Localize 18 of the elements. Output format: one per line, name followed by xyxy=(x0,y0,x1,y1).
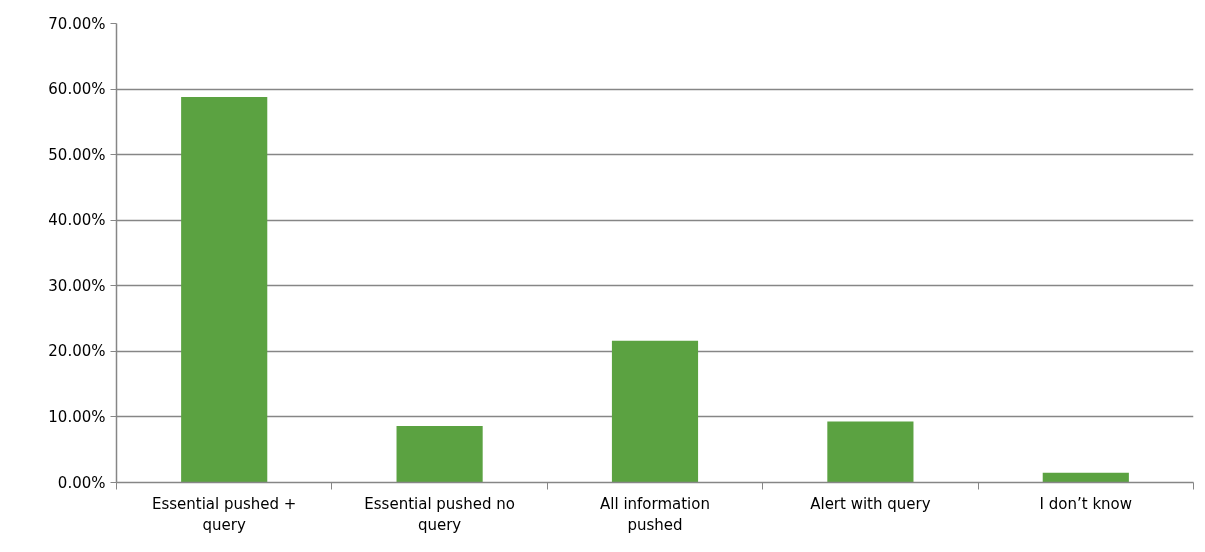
bar xyxy=(611,340,699,483)
y-tick-label: 10.00% xyxy=(48,407,106,426)
y-tick-label: 20.00% xyxy=(48,342,106,361)
y-tick-label: 60.00% xyxy=(48,80,106,99)
bar xyxy=(396,426,483,483)
x-tick-label: I don’t know xyxy=(1039,494,1133,513)
bar xyxy=(1042,472,1129,483)
x-tick-label: Essential pushed + query xyxy=(151,494,297,535)
y-tick-label: 70.00% xyxy=(48,14,106,33)
y-tick-label: 30.00% xyxy=(48,276,106,295)
x-tick-label: All information pushed xyxy=(600,494,710,535)
y-tick-label: 50.00% xyxy=(48,145,106,164)
bar xyxy=(181,96,268,483)
bar xyxy=(827,421,914,483)
y-tick-label: 0.00% xyxy=(57,473,106,492)
y-tick-label: 40.00% xyxy=(48,211,106,230)
x-tick-label: Essential pushed no query xyxy=(364,494,515,535)
x-tick-label: Alert with query xyxy=(810,494,931,513)
